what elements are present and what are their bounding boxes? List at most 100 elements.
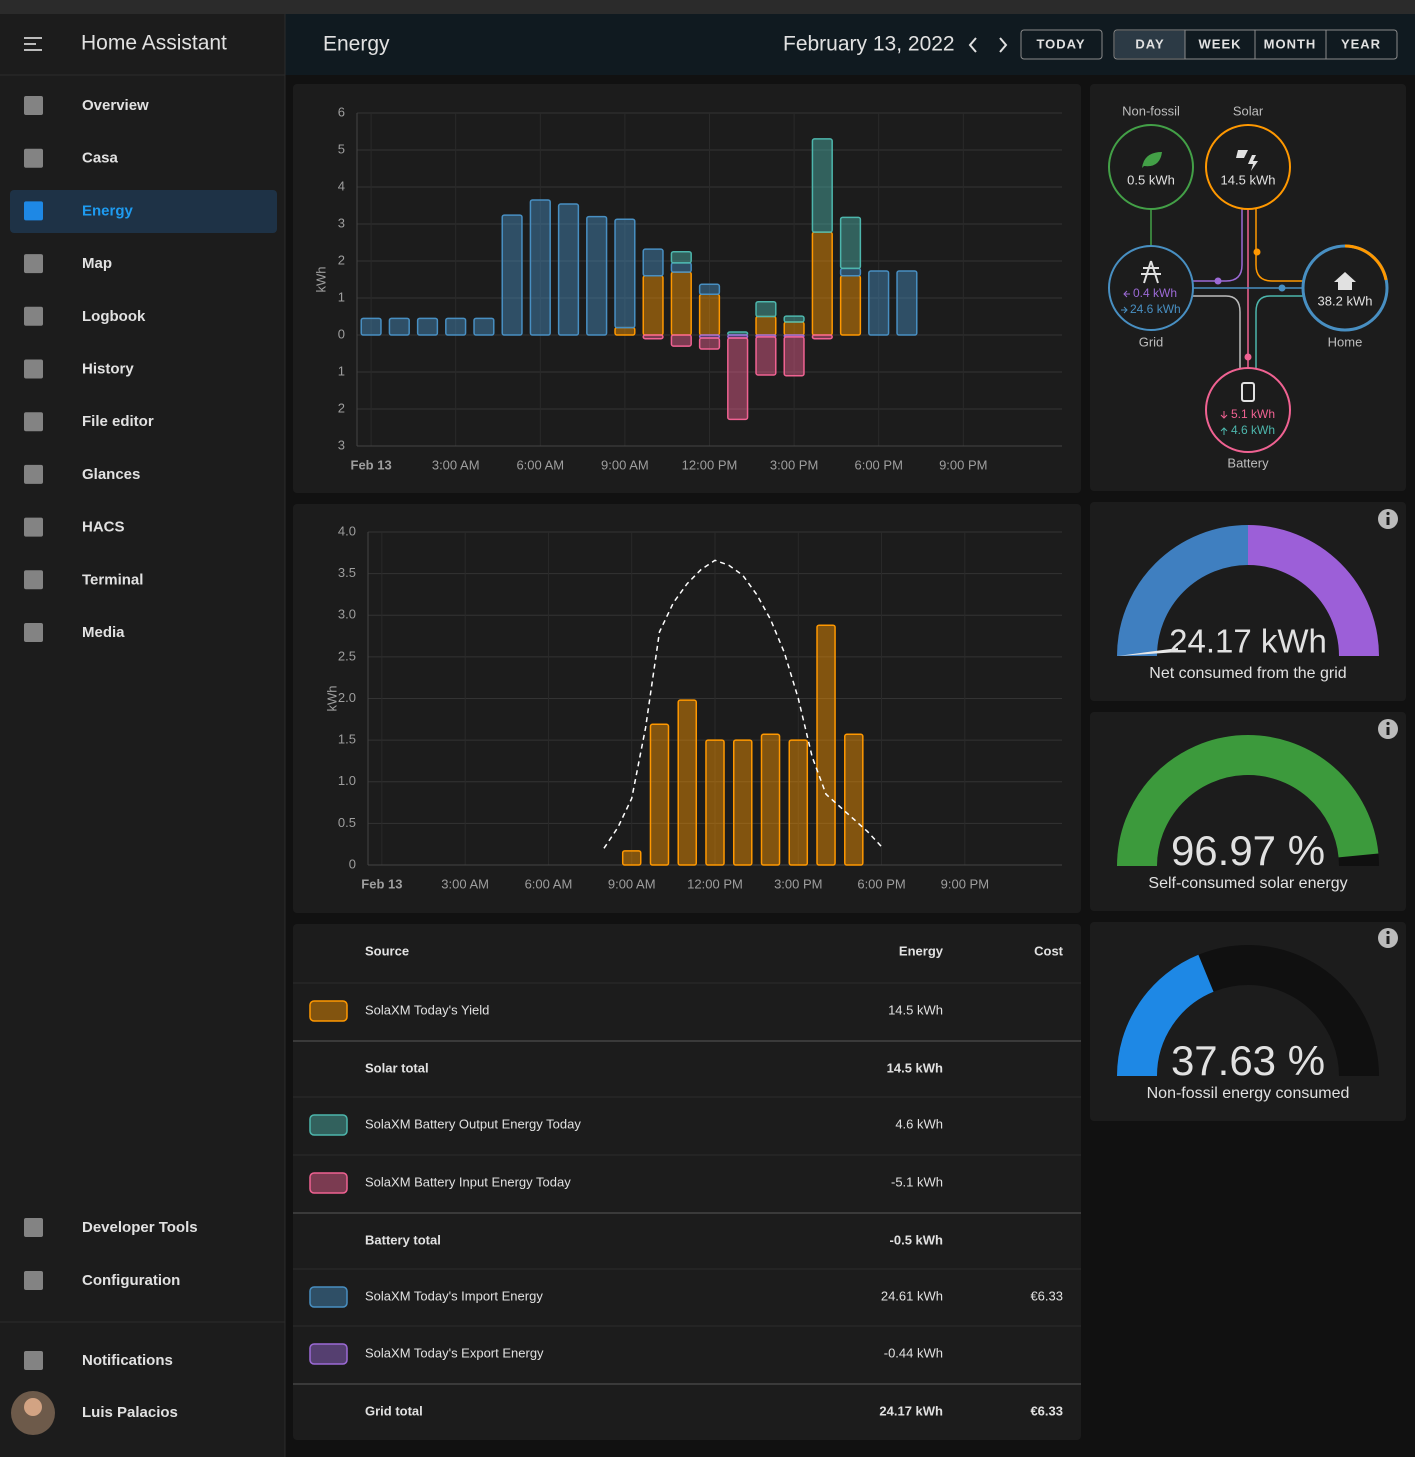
bar: [670, 271, 692, 336]
y-axis-title: kWh: [313, 267, 328, 293]
bar: [868, 270, 890, 336]
source-cell: Grid total: [365, 1403, 423, 1418]
nav-icon: [24, 1271, 43, 1290]
menu-icon[interactable]: [24, 37, 42, 51]
y-tick-label: 0.5: [338, 815, 356, 830]
bar: [473, 317, 495, 336]
nav-item[interactable]: Energy: [82, 202, 134, 219]
x-tick-label: Feb 13: [361, 876, 402, 891]
bar: [670, 251, 692, 264]
bar: [783, 336, 805, 377]
bar: [557, 203, 580, 336]
gauge-arc: [1117, 525, 1249, 657]
bar: [698, 293, 721, 336]
year-button[interactable]: YEAR: [1341, 36, 1381, 51]
source-cell: SolaXM Battery Input Energy Today: [365, 1174, 571, 1189]
nav-item[interactable]: Configuration: [82, 1272, 180, 1289]
nav-item[interactable]: Logbook: [82, 308, 146, 325]
x-tick-label: 3:00 AM: [441, 876, 489, 891]
y-tick-label: 0: [338, 326, 345, 341]
user-name[interactable]: Luis Palacios: [82, 1404, 178, 1421]
nav-item[interactable]: Terminal: [82, 571, 143, 588]
energy-cell: -0.44 kWh: [884, 1345, 943, 1360]
y-axis-title: kWh: [324, 686, 339, 712]
bar: [698, 283, 721, 296]
bar: [677, 699, 698, 866]
node-label: Solar: [1233, 103, 1264, 118]
x-tick-label: Feb 13: [351, 457, 392, 472]
node-label: Battery: [1227, 455, 1269, 470]
source-cell: SolaXM Today's Yield: [365, 1002, 489, 1017]
forecast-line: [603, 559, 883, 849]
bar: [839, 216, 862, 270]
x-tick-label: 6:00 PM: [857, 876, 905, 891]
energy-cell: 24.17 kWh: [879, 1403, 943, 1418]
nav-item[interactable]: Glances: [82, 466, 140, 483]
gauge-label: Self-consumed solar energy: [1148, 875, 1347, 892]
nav-item[interactable]: Map: [82, 255, 112, 272]
y-tick-label: 3: [338, 215, 345, 230]
solar-icon: [1236, 150, 1258, 171]
next-button[interactable]: [999, 37, 1008, 53]
energy-cell: 14.5 kWh: [888, 1002, 943, 1017]
nav-item[interactable]: File editor: [82, 413, 154, 430]
gauge-arc: [1247, 525, 1379, 657]
nav-icon: [24, 412, 43, 432]
prev-button[interactable]: [968, 37, 977, 53]
bar: [698, 337, 721, 350]
month-button[interactable]: MONTH: [1264, 36, 1317, 51]
gauge-value: 37.63 %: [1171, 1037, 1325, 1084]
week-button[interactable]: WEEK: [1199, 36, 1242, 51]
nav-item[interactable]: History: [82, 360, 134, 377]
info-glyphs: [1386, 511, 1390, 944]
non-fossil-node: [1108, 124, 1194, 210]
nav-item[interactable]: Overview: [82, 97, 149, 114]
nav-icon: [24, 306, 43, 326]
card: [293, 84, 1081, 493]
arrow-icon: [1220, 411, 1228, 419]
nav-item[interactable]: Notifications: [82, 1352, 173, 1369]
gauge-value: 24.17 kWh: [1169, 623, 1327, 660]
y-tick-label: 6: [338, 104, 345, 119]
bar: [529, 199, 551, 336]
gauge-arc: [1117, 954, 1215, 1077]
nav-icon: [24, 1218, 43, 1237]
bar: [614, 326, 636, 336]
bar: [896, 270, 918, 336]
x-tick-label: 3:00 PM: [774, 876, 822, 891]
y-tick-label: 0: [349, 856, 356, 871]
bar: [788, 739, 809, 866]
source-cell: Solar total: [365, 1060, 429, 1075]
gauge-arc: [1117, 734, 1379, 867]
sidebar: [0, 14, 285, 1457]
color-swatch: [309, 1000, 348, 1022]
y-tick-label: 4: [338, 178, 345, 193]
x-tick-label: 9:00 AM: [601, 457, 649, 472]
nav-icon: [24, 201, 43, 221]
bar: [755, 315, 777, 336]
nav-item[interactable]: Media: [82, 624, 125, 641]
bar: [839, 275, 862, 336]
day-button[interactable]: DAY: [1135, 36, 1164, 51]
energy-cell: -5.1 kWh: [891, 1174, 943, 1189]
node-value: 0.5 kWh: [1127, 172, 1175, 187]
nav-item[interactable]: HACS: [82, 519, 125, 536]
nav-item[interactable]: Developer Tools: [82, 1219, 198, 1236]
x-tick-label: 3:00 PM: [770, 457, 818, 472]
bar: [839, 267, 862, 277]
x-tick-label: 9:00 PM: [941, 876, 989, 891]
nav-item[interactable]: Casa: [82, 150, 119, 167]
y-tick-label: 5: [338, 141, 345, 156]
card: [293, 924, 1081, 1440]
source-cell: Battery total: [365, 1232, 441, 1247]
active-item-bg: [10, 190, 277, 233]
today-button[interactable]: TODAY: [1036, 36, 1085, 51]
bar: [727, 337, 749, 421]
bar: [614, 218, 636, 329]
x-tick-label: 12:00 PM: [687, 876, 743, 891]
header-bar: [285, 14, 1415, 75]
nav-icon: [24, 359, 43, 379]
source-cell: SolaXM Today's Export Energy: [365, 1345, 544, 1360]
